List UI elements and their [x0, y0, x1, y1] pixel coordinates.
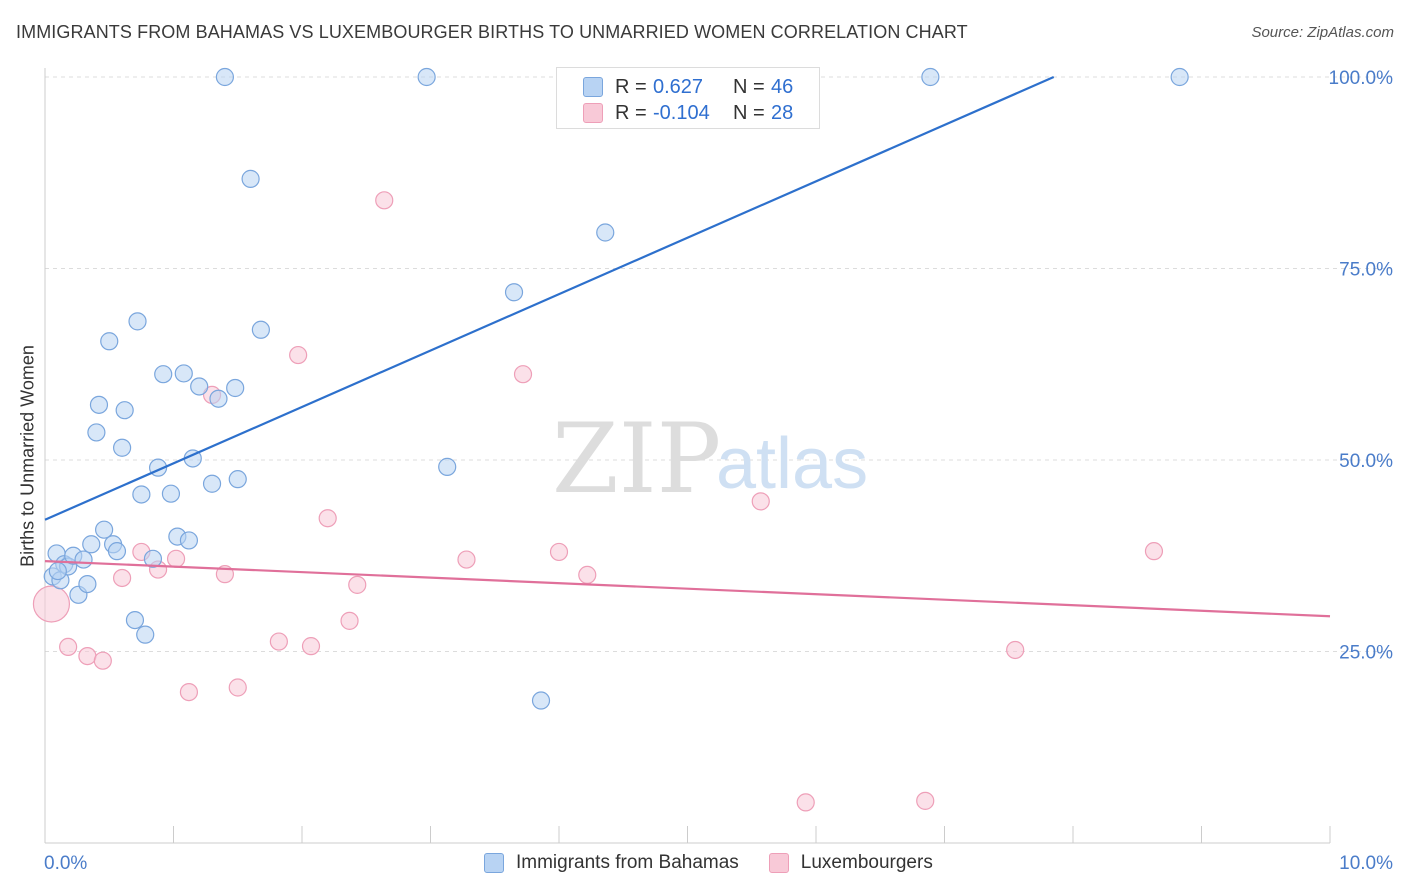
luxembourgers-point [318, 509, 337, 528]
source-label: Source: ZipAtlas.com [1251, 24, 1394, 41]
bahamas-point [128, 312, 147, 331]
bahamas-point [74, 550, 93, 569]
bahamas-point [202, 474, 222, 493]
luxembourgers-swatch [583, 103, 603, 123]
bahamas-point [87, 423, 106, 442]
bahamas-point [179, 531, 199, 550]
luxembourgers-point [375, 191, 394, 210]
gridlines [45, 76, 1392, 652]
bahamas-swatch [484, 853, 504, 873]
series-legend: Immigrants from Bahamas Luxembourgers [484, 852, 963, 874]
y-tick-label: 50.0% [1339, 451, 1393, 472]
stats-legend: R = 0.627 N = 46 R = -0.104 N = 28 [556, 67, 820, 129]
bahamas-point [921, 67, 940, 87]
bahamas-point [504, 283, 524, 302]
luxembourgers-trendline [44, 560, 1331, 618]
bahamas-point [226, 378, 245, 398]
luxembourgers-swatch [768, 853, 789, 873]
bahamas-point [531, 691, 551, 710]
r-label: R = [615, 75, 647, 98]
bahamas-point [48, 561, 67, 581]
bahamas-point [161, 484, 181, 503]
legend-item-luxembourgers[interactable]: Luxembourgers [768, 852, 933, 874]
luxembourgers-point [78, 646, 97, 666]
luxembourgers-point [289, 345, 308, 365]
bahamas-point [78, 574, 97, 594]
r-value: -0.104 [653, 101, 710, 124]
luxembourgers-point [549, 542, 569, 562]
bahamas-swatch [583, 77, 603, 97]
trendlines [44, 75, 1331, 618]
stats-row-luxembourgers: R = -0.104 N = 28 [583, 99, 793, 127]
n-value: 28 [771, 101, 794, 124]
bahamas-point [251, 320, 270, 339]
luxembourgers-point [796, 793, 815, 812]
stats-row-bahamas: R = 0.627 N = 46 [583, 73, 793, 101]
bahamas-point [174, 364, 193, 383]
watermark-zip: ZIP [552, 403, 721, 515]
bahamas-point [82, 535, 101, 554]
bahamas-points [43, 67, 1189, 710]
luxembourgers-point [179, 682, 199, 702]
bahamas-point [115, 401, 134, 420]
bahamas-point [417, 67, 436, 87]
bahamas-point [228, 470, 247, 489]
legend-label: Luxembourgers [800, 852, 933, 873]
luxembourgers-point [457, 550, 476, 569]
y-tick-label: 75.0% [1339, 260, 1393, 281]
luxembourgers-point [1144, 542, 1164, 561]
tick-labels: 25.0% 50.0% 75.0% 100.0% 0.0% 10.0% [44, 68, 1393, 874]
bahamas-point [95, 520, 114, 539]
luxembourgers-point [228, 678, 247, 697]
bahamas-trendline [44, 75, 1055, 521]
bahamas-point [107, 542, 127, 561]
bahamas-point [190, 377, 209, 396]
luxembourgers-point [93, 651, 112, 670]
luxembourgers-point [59, 637, 78, 657]
luxembourgers-point [340, 611, 359, 630]
luxembourgers-point [1006, 640, 1025, 660]
bahamas-point [132, 485, 151, 504]
n-label: N = [733, 75, 765, 98]
luxembourgers-point [916, 791, 935, 810]
bahamas-point [438, 457, 457, 476]
watermark-atlas: atlas [716, 424, 868, 504]
bahamas-point [596, 223, 615, 242]
legend-label: Immigrants from Bahamas [516, 852, 739, 873]
legend-item-bahamas[interactable]: Immigrants from Bahamas [484, 852, 739, 874]
bahamas-point [89, 395, 109, 414]
bahamas-point [215, 67, 234, 87]
luxembourgers-point [32, 585, 71, 623]
chart-title: IMMIGRANTS FROM BAHAMAS VS LUXEMBOURGER … [16, 22, 968, 42]
luxembourgers-point [269, 632, 288, 651]
x-tick-label: 10.0% [1339, 853, 1393, 874]
luxembourgers-point [301, 637, 321, 656]
y-tick-label: 100.0% [1329, 68, 1394, 89]
n-value: 46 [771, 75, 794, 98]
bahamas-point [100, 332, 119, 351]
bahamas-point [154, 365, 173, 384]
n-label: N = [733, 101, 765, 124]
bahamas-point [143, 549, 163, 568]
r-value: 0.627 [653, 75, 704, 98]
x-tick-label: 0.0% [44, 853, 87, 874]
luxembourgers-point [348, 575, 367, 594]
luxembourgers-point [751, 492, 770, 511]
bahamas-point [241, 169, 260, 188]
luxembourgers-point [166, 549, 186, 568]
bahamas-point [112, 438, 132, 457]
bahamas-point [136, 625, 155, 644]
axes [44, 68, 1331, 844]
r-label: R = [615, 101, 647, 124]
bahamas-point [1170, 67, 1189, 87]
y-tick-label: 25.0% [1339, 643, 1393, 664]
bahamas-point [209, 389, 228, 408]
bahamas-point [125, 610, 145, 630]
luxembourgers-point [112, 568, 132, 588]
luxembourgers-point [513, 365, 533, 384]
luxembourgers-point [578, 565, 597, 585]
